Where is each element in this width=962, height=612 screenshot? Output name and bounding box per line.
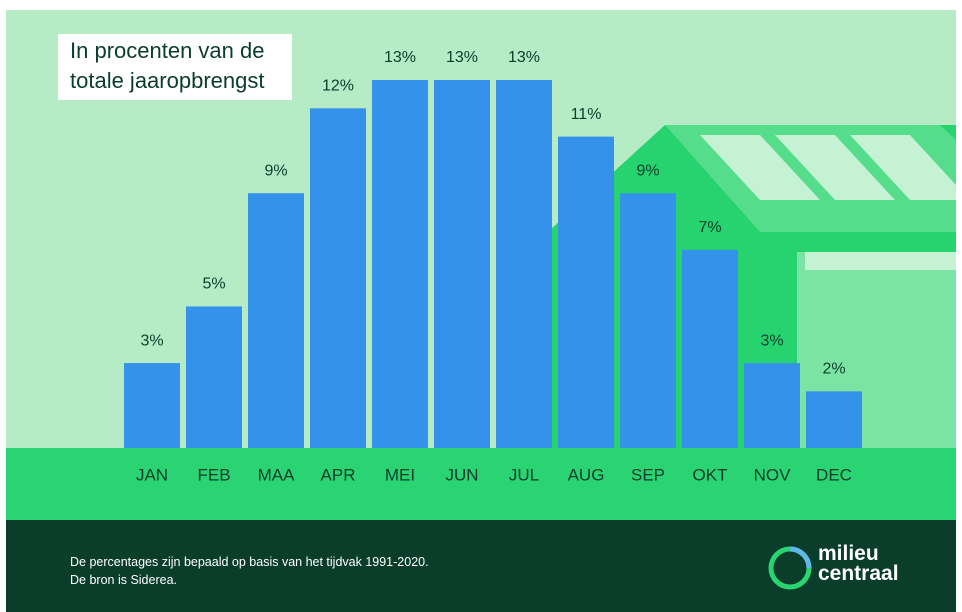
x-tick-label: JAN — [136, 465, 168, 484]
ground — [6, 448, 956, 521]
logo-text: milieu — [818, 542, 879, 565]
bar — [434, 80, 490, 448]
bar — [682, 249, 738, 448]
value-label: 13% — [446, 49, 478, 66]
bar — [558, 136, 614, 448]
bar — [124, 363, 180, 448]
footer — [6, 520, 956, 612]
x-tick-label: AUG — [568, 465, 605, 484]
logo-text: centraal — [818, 562, 899, 585]
x-tick-label: MEI — [385, 465, 415, 484]
bar — [496, 80, 552, 448]
solar-panel — [700, 135, 820, 200]
value-label: 3% — [760, 332, 783, 349]
window — [805, 252, 956, 270]
value-label: 13% — [384, 49, 416, 66]
solar-panel — [775, 135, 895, 200]
solar-panel — [850, 135, 956, 200]
x-tick-label: JUL — [509, 465, 539, 484]
x-tick-label: SEP — [631, 465, 665, 484]
value-label: 3% — [140, 332, 163, 349]
x-tick-label: DEC — [816, 465, 852, 484]
footnote-line: De percentages zijn bepaald op basis van… — [70, 555, 429, 569]
footnote: De percentages zijn bepaald op basis van… — [70, 553, 429, 589]
value-label: 9% — [264, 162, 287, 179]
value-label: 12% — [322, 78, 354, 95]
value-label: 5% — [202, 276, 225, 293]
x-tick-label: NOV — [754, 465, 792, 484]
value-label: 7% — [698, 219, 721, 236]
bar — [248, 193, 304, 448]
bar — [620, 193, 676, 448]
x-tick-label: MAA — [258, 465, 296, 484]
logo-ring-accent — [789, 546, 812, 569]
bar — [744, 363, 800, 448]
x-tick-label: APR — [321, 465, 356, 484]
logo: milieu centraal — [818, 542, 899, 585]
value-label: 13% — [508, 49, 540, 66]
value-label: 2% — [822, 361, 845, 378]
x-tick-label: FEB — [197, 465, 230, 484]
value-label: 9% — [636, 162, 659, 179]
bar — [372, 80, 428, 448]
chart-title: In procenten van de totale jaaropbrengst — [58, 34, 292, 100]
footnote-line: De bron is Siderea. — [70, 573, 178, 587]
bar — [806, 391, 862, 448]
x-tick-label: JUN — [445, 465, 478, 484]
bar — [186, 306, 242, 448]
bar — [310, 108, 366, 449]
value-label: 11% — [571, 106, 602, 123]
x-tick-label: OKT — [693, 465, 728, 484]
